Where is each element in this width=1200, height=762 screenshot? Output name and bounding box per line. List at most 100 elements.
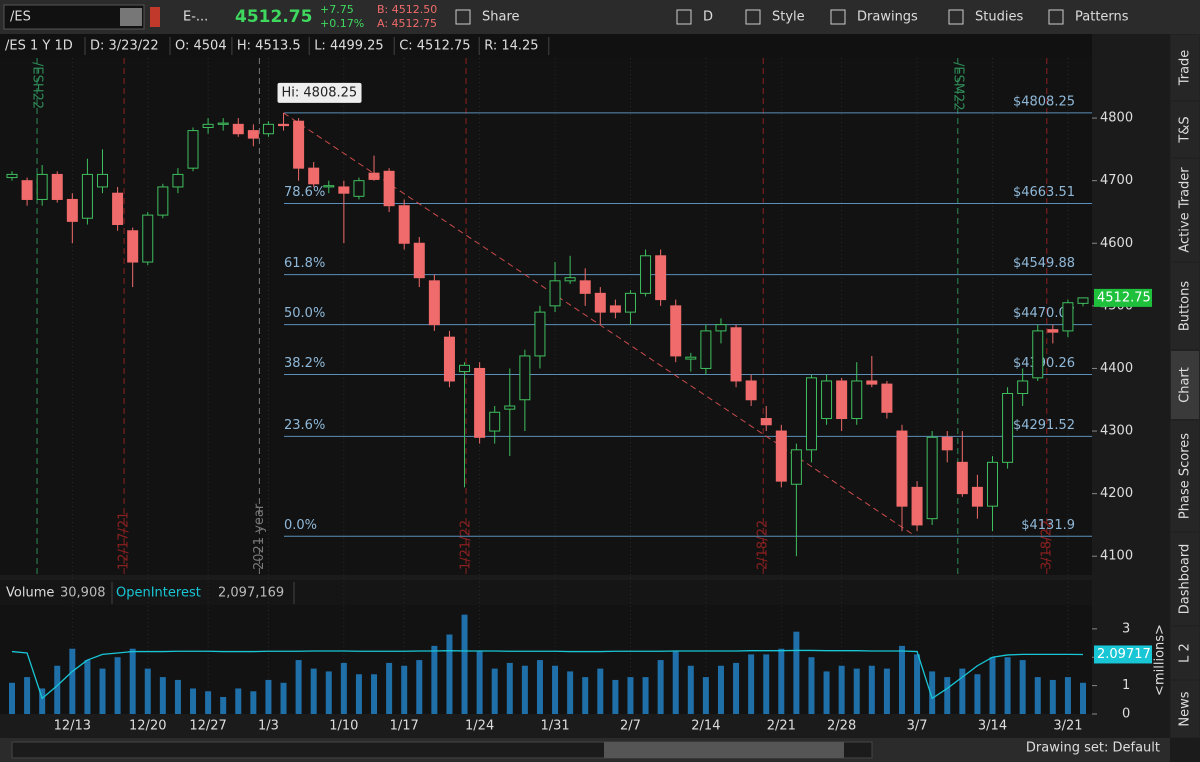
volume-bar [672,651,679,714]
toolbar-button[interactable]: Studies [975,10,1023,25]
volume-bar [476,651,483,714]
candle-body [1077,297,1089,304]
side-tab-label[interactable]: T&S [1178,116,1193,143]
volume-bar [1034,677,1041,714]
legend-name[interactable]: OpenInterest [116,586,201,601]
volume-bar [401,665,408,714]
y-tick-label: 4800 [1100,111,1133,126]
candle-body [323,185,335,188]
candle-body [760,418,772,426]
toolbar-button-icon[interactable] [676,9,692,25]
fib-price: $4390.26 [1013,356,1075,371]
x-tick-label: 1/17 [390,719,419,734]
event-label: 1/21/22 [459,520,474,570]
candle-body [6,173,18,179]
side-tab-label[interactable]: Buttons [1178,281,1193,332]
y-tick-label: 4300 [1100,424,1133,439]
side-tab[interactable] [1171,421,1199,531]
volume-bar [989,657,996,714]
side-tab[interactable] [1171,102,1199,157]
event-label: /ESH22 [30,62,45,109]
volume-panel [0,605,1092,714]
candle-body [51,173,63,200]
volume-bar [235,688,242,714]
volume-bar [582,677,589,714]
fib-price: $4470.07 [1013,306,1075,321]
description: E-... [183,10,208,25]
toolbar-buttons: Share D Style Drawings Studies Patterns [455,9,1129,25]
volume-bar [567,671,574,714]
side-tab[interactable] [1171,35,1199,100]
side-tab[interactable] [1171,159,1199,261]
toolbar-button[interactable]: Drawings [857,10,918,25]
toolbar-button-icon[interactable] [830,9,846,25]
toolbar-button[interactable]: Style [772,10,805,25]
last-price-box [1094,288,1152,307]
candle-body [911,486,923,526]
candle-body [609,305,621,313]
candle-body [172,173,184,188]
volume-bar [778,648,785,714]
toolbar-button-icon[interactable] [1048,9,1064,25]
x-tick-label: 1/31 [540,719,569,734]
volume-bar [883,668,890,714]
volume-header [0,580,1092,605]
volume-bar [793,631,800,714]
candle-body [685,356,697,360]
alert-flag[interactable] [150,7,160,27]
side-tab-label[interactable]: Phase Scores [1178,433,1193,519]
side-tab-label[interactable]: Active Trader [1178,167,1193,253]
side-tab[interactable] [1171,681,1199,737]
candle-body [217,122,229,125]
symbol-dropdown[interactable] [120,8,142,26]
volume-bar [461,614,468,714]
side-tab-label[interactable]: Chart [1178,367,1193,403]
volume-bar [24,677,31,714]
candle-body [971,486,983,507]
side-tab[interactable] [1171,533,1199,625]
toolbar-button-icon[interactable] [948,9,964,25]
y-tick-label: 4200 [1100,486,1133,501]
side-tab[interactable] [1171,627,1199,679]
info-item: D: 3/23/22 [90,39,159,54]
volume-bar [1049,679,1056,714]
volume-bar [69,648,76,714]
side-tab[interactable] [1171,263,1199,349]
fib-percent: 23.6% [284,418,325,433]
toolbar-button[interactable]: D [703,10,713,25]
candle-body [202,123,214,128]
scroll-thumb[interactable] [604,742,844,758]
toolbar-button[interactable]: Share [482,10,520,25]
volume-bar [898,645,905,714]
side-tab[interactable] [1171,351,1199,419]
side-tab-label[interactable]: News [1178,691,1193,726]
hi-label-box [277,82,362,103]
x-tick-label: 3/21 [1053,719,1082,734]
price-panel [0,58,1092,575]
volume-bar [748,654,755,714]
y-tick-label: 4100 [1100,549,1133,564]
volume-bar [1004,657,1011,714]
side-tab-label[interactable]: Dashboard [1178,544,1193,615]
toolbar-button[interactable]: Patterns [1075,10,1129,25]
toolbar-button-icon[interactable] [455,9,471,25]
volume-bar [310,668,317,714]
y-tick-label: 4700 [1100,173,1133,188]
candle-body [1032,330,1044,379]
legend-name[interactable]: Volume [6,586,54,601]
candle-body [443,336,455,382]
last-value-box [1094,645,1152,664]
volume-bar [929,671,936,714]
side-tab-label[interactable]: Trade [1178,50,1193,87]
volume-bar [974,674,981,714]
toolbar-button-icon[interactable] [745,9,761,25]
candle-body [308,167,320,185]
side-tab-label[interactable]: L 2 [1178,643,1193,663]
volume-bar [220,696,227,714]
candle-body [594,292,606,313]
candle-body [127,230,139,263]
candle-body [157,186,169,216]
volume-bar [642,677,649,714]
fib-price: $4131.9 [1021,518,1075,533]
